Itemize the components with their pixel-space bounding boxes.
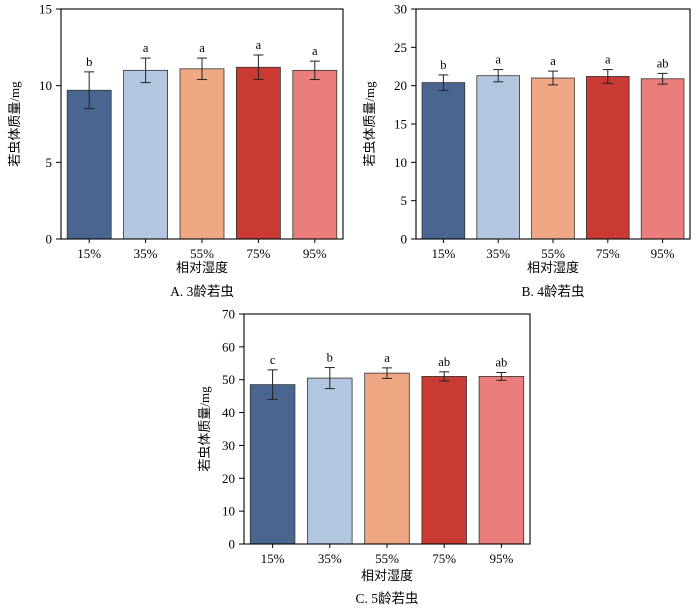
x-tick-label: 55%: [375, 551, 399, 566]
significance-letter: a: [384, 351, 390, 365]
significance-letter: a: [256, 38, 262, 52]
y-axis-title: 若虫体质量/mg: [7, 81, 22, 167]
y-tick-label: 0: [46, 232, 53, 247]
x-tick-label: 35%: [486, 246, 510, 261]
x-tick-label: 15%: [431, 246, 455, 261]
significance-letter: a: [605, 53, 611, 67]
x-tick-label: 55%: [190, 246, 214, 261]
significance-letter: c: [270, 353, 276, 367]
x-axis-title: 相对湿度: [527, 260, 579, 275]
panel-caption: A. 3龄若虫: [170, 284, 234, 299]
x-tick-label: 75%: [432, 551, 456, 566]
panel-c: c 15% b 35% a 55% ab 75% ab 95% 0 10 20 30 40 50 60 70 相对湿…: [197, 307, 531, 606]
bar: [421, 376, 467, 545]
plot-frame: [243, 313, 531, 545]
y-tick-label: 0: [401, 232, 408, 247]
y-tick-label: 40: [222, 405, 235, 420]
bar: [478, 376, 525, 545]
y-tick-label: 70: [222, 307, 235, 322]
y-tick-label: 30: [394, 2, 407, 17]
x-tick-label: 95%: [489, 551, 513, 566]
panel-caption: C. 5龄若虫: [355, 591, 418, 606]
bar: [531, 77, 575, 240]
x-tick-label: 95%: [303, 246, 327, 261]
y-tick-label: 20: [394, 78, 407, 93]
bar: [586, 76, 630, 240]
y-tick-label: 0: [229, 537, 236, 552]
y-tick-label: 20: [222, 471, 235, 486]
x-tick-label: 75%: [596, 246, 620, 261]
y-tick-label: 30: [222, 438, 235, 453]
significance-letter: b: [86, 55, 92, 69]
panel-b: b 15% a 35% a 55% a 75% ab 95% 0 5 10 15 20 25 30 相对湿度 若虫体…: [362, 2, 691, 299]
y-tick-label: 25: [394, 40, 407, 55]
plot-frame: [60, 8, 344, 240]
y-tick-label: 15: [394, 117, 407, 132]
bar: [364, 372, 410, 545]
y-tick-label: 5: [401, 193, 408, 208]
x-tick-label: 95%: [651, 246, 675, 261]
y-tick-label: 60: [222, 339, 235, 354]
bar: [235, 66, 281, 240]
x-tick-label: 55%: [541, 246, 565, 261]
bar: [292, 69, 338, 240]
y-tick-label: 50: [222, 372, 235, 387]
panel-caption: B. 4龄若虫: [521, 284, 584, 299]
bar: [249, 384, 296, 545]
y-tick-label: 15: [39, 2, 52, 17]
bar: [123, 69, 168, 240]
y-tick-label: 10: [394, 155, 407, 170]
significance-letter: a: [495, 53, 501, 67]
y-axis-title: 若虫体质量/mg: [197, 386, 212, 472]
significance-letter: a: [312, 44, 318, 58]
bar: [476, 75, 520, 240]
significance-letter: b: [327, 351, 333, 365]
significance-letter: a: [199, 41, 205, 55]
bar: [640, 78, 685, 240]
significance-letter: ab: [438, 355, 450, 369]
y-tick-label: 5: [46, 155, 53, 170]
x-tick-label: 35%: [134, 246, 158, 261]
x-axis-title: 相对湿度: [176, 260, 228, 275]
x-tick-label: 75%: [246, 246, 270, 261]
bar: [307, 377, 353, 545]
x-tick-label: 15%: [261, 551, 285, 566]
x-tick-label: 35%: [318, 551, 342, 566]
significance-letter: ab: [657, 56, 669, 70]
x-tick-label: 15%: [77, 246, 101, 261]
y-tick-label: 10: [39, 78, 52, 93]
bar: [66, 89, 112, 240]
significance-letter: b: [440, 58, 446, 72]
bar: [179, 68, 225, 240]
significance-letter: a: [550, 54, 556, 68]
significance-letter: a: [143, 41, 149, 55]
bar: [421, 82, 466, 240]
y-axis-title: 若虫体质量/mg: [362, 81, 377, 167]
panel-a: b 15% a 35% a 55% a 75% a 95% 0 5 10 15 相对湿度 若虫体质量/mg A.…: [7, 2, 344, 299]
x-axis-title: 相对湿度: [361, 568, 413, 583]
y-tick-label: 10: [222, 504, 235, 519]
significance-letter: ab: [495, 355, 507, 369]
